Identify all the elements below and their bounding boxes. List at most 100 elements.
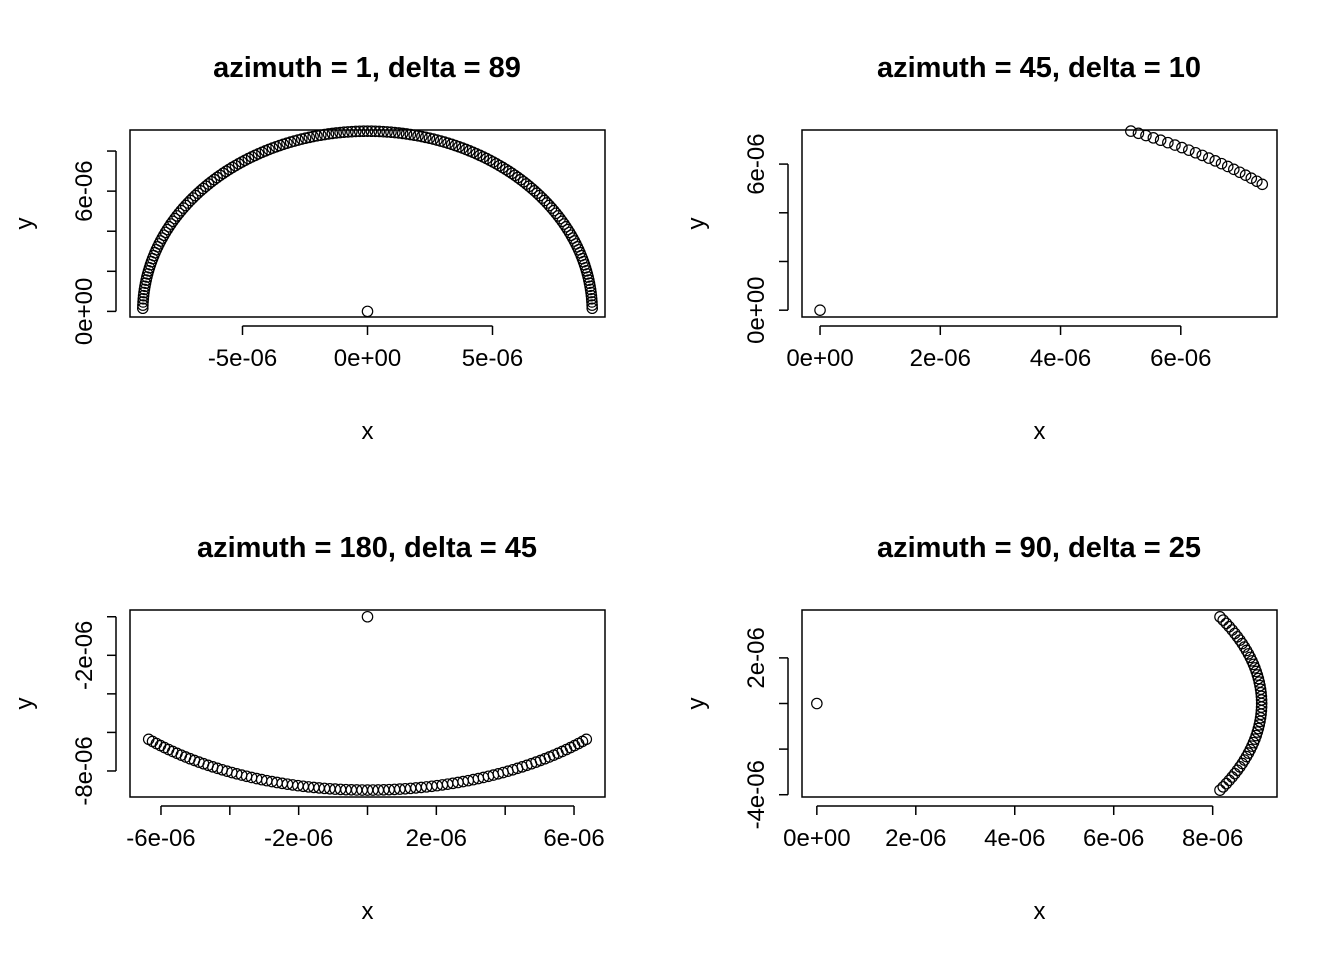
x-tick-label: 6e-06 (1083, 825, 1144, 852)
data-point (517, 175, 530, 188)
y-tick-label: 0e+00 (71, 278, 98, 345)
data-point (163, 220, 175, 233)
data-point (318, 128, 331, 141)
data-point (381, 126, 393, 138)
y-tick-label: -2e-06 (71, 621, 98, 690)
data-point (346, 125, 358, 138)
x-tick-label: 0e+00 (786, 345, 853, 372)
panel-title: azimuth = 1, delta = 89 (213, 52, 521, 84)
y-axis-label: y (683, 218, 710, 230)
data-point (1189, 146, 1202, 159)
data-point (580, 733, 593, 746)
data-point (326, 127, 339, 140)
data-point (223, 163, 235, 176)
data-point (1215, 157, 1228, 170)
data-point (322, 128, 335, 140)
x-tick-label: -5e-06 (208, 345, 277, 372)
x-tick-label: 2e-06 (406, 825, 467, 852)
x-tick-label: 6e-06 (543, 825, 604, 852)
panel-1: azimuth = 1, delta = 89 -5e-06 0e+00 5e-06 0… (11, 52, 606, 445)
data-point (1228, 163, 1240, 176)
data-point (1154, 134, 1167, 147)
y-tick-label: 6e-06 (71, 160, 98, 221)
data-point (1147, 132, 1160, 144)
y-axis-label: y (683, 698, 710, 710)
data-point (357, 125, 370, 138)
data-point (338, 126, 350, 138)
data-point (365, 125, 378, 138)
data-point (1209, 155, 1222, 167)
data-point (567, 232, 579, 244)
plot-frame (801, 609, 1278, 798)
data-point (1214, 784, 1226, 796)
data-point (389, 126, 401, 139)
x-tick-label: 5e-06 (462, 345, 523, 372)
data-point (1125, 125, 1137, 137)
data-point (373, 125, 386, 138)
data-point (1251, 175, 1263, 188)
panel-title: azimuth = 180, delta = 45 (197, 532, 537, 564)
data-point (1226, 771, 1238, 783)
panel-4: azimuth = 90, delta = 25 0e+00 2e-06 4e-06 6… (683, 532, 1278, 925)
data-point (217, 167, 229, 180)
data-point (1176, 141, 1188, 154)
data-point (586, 302, 599, 315)
data-point (349, 125, 362, 138)
data-point (1233, 166, 1246, 179)
plot-frame (129, 609, 606, 798)
y-tick-label: -8e-06 (71, 736, 98, 805)
data-point (158, 229, 170, 242)
x-tick-label: 4e-06 (1030, 345, 1091, 372)
data-point (137, 293, 150, 305)
plot-frame (129, 129, 606, 318)
data-point (1220, 617, 1233, 630)
data-point (1239, 169, 1252, 182)
data-point (1196, 149, 1209, 162)
data-point (361, 610, 374, 623)
data-point (400, 128, 413, 140)
x-tick-label: -6e-06 (126, 825, 195, 852)
data-point (334, 126, 346, 139)
data-point (563, 226, 576, 239)
data-point (307, 130, 319, 143)
data-point (311, 130, 323, 142)
data-point (392, 127, 405, 139)
data-point (361, 125, 374, 138)
data-point (1245, 172, 1258, 185)
data-point (396, 127, 409, 140)
data-point (412, 130, 424, 142)
x-tick-label: -2e-06 (264, 825, 333, 852)
data-point (1217, 781, 1230, 793)
y-axis-label: y (11, 218, 38, 230)
data-point (229, 159, 242, 172)
data-point (514, 173, 527, 186)
data-point (159, 226, 172, 239)
panel-3: azimuth = 180, delta = 45 -6e-06 -2e-06 2e-… (11, 532, 606, 925)
data-point (361, 305, 374, 318)
data-point (369, 125, 382, 138)
data-point (1220, 777, 1233, 790)
y-tick-label: 0e+00 (743, 276, 770, 343)
data-point (500, 163, 512, 176)
data-point (503, 165, 515, 178)
data-point (220, 165, 232, 178)
y-tick-label: 6e-06 (743, 133, 770, 194)
data-point (330, 127, 343, 139)
x-axis-label: x (1034, 898, 1046, 925)
data-point (1223, 774, 1236, 787)
data-point (1254, 683, 1267, 695)
x-tick-label: 2e-06 (910, 345, 971, 372)
data-point (353, 125, 366, 138)
data-point (211, 171, 223, 184)
panel-2: azimuth = 45, delta = 10 0e+00 2e-06 4e-06 6… (683, 52, 1278, 445)
data-point (586, 299, 598, 311)
y-axis-label: y (11, 698, 38, 710)
data-point (214, 169, 226, 182)
data-point (565, 229, 577, 242)
data-point (1162, 136, 1174, 149)
data-point (385, 126, 397, 138)
data-point (137, 289, 150, 302)
data-point (161, 223, 174, 236)
data-point (506, 167, 518, 180)
